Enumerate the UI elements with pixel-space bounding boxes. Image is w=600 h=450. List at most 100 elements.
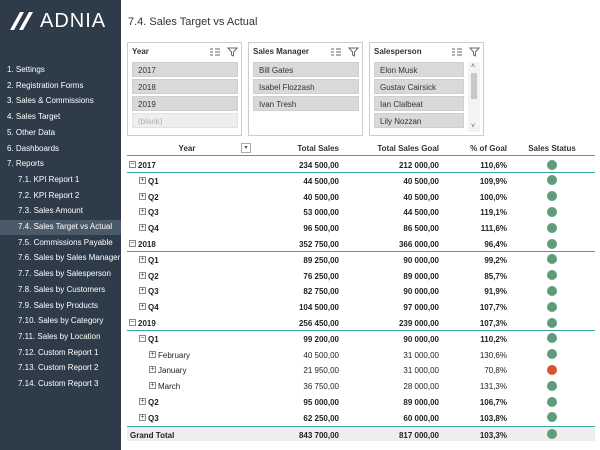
scroll-thumb [471,73,477,99]
slicer-item[interactable]: Ivan Tresh [253,96,359,111]
expander[interactable]: + [139,398,146,405]
row-label: Q2 [148,398,159,407]
scroll-up[interactable]: ˄ [471,63,476,70]
row-label: Q4 [148,224,159,234]
slicer-item[interactable]: Isabel Flozzash [253,79,359,94]
row-label: January [158,366,187,376]
slicer-item[interactable]: Ian Clalbeat [374,96,464,111]
slicer-item[interactable]: 2017 [132,62,238,77]
menu-item[interactable]: 7.6. Sales by Sales Manager [0,251,121,266]
cell: 109,9% [479,176,507,186]
menu-item[interactable]: 7.3. Sales Amount [0,204,121,219]
cell: 44 500,00 [403,208,439,218]
expander[interactable]: + [139,287,146,295]
menu-item[interactable]: 7.2. KPI Report 2 [0,189,121,204]
status-icon [547,175,557,186]
cell: 111,6% [480,224,507,234]
table-header: Year ▾ Total Sales Total Sales Goal % of Goa… [127,141,595,156]
slicer-item-label: Ivan Tresh [259,100,297,109]
row-label: 2017 [138,161,156,170]
slicer-item[interactable]: Gustav Cairsick [374,79,464,94]
expander[interactable]: + [149,382,156,390]
expander[interactable]: − [129,240,136,247]
cell: 100,0% [479,192,507,202]
menu-item[interactable]: 7.14. Custom Report 3 [0,377,121,392]
row-label: Q3 [148,413,159,423]
slicer: Sales Manager Bill Gates Isabel Flozzash Iv… [248,42,363,136]
slicer-item[interactable]: Bill Gates [253,62,359,77]
menu-item[interactable]: 7.11. Sales by Location [0,330,121,345]
slicer-item-label: Ian Clalbeat [380,100,423,109]
cell: 91,9% [484,287,507,297]
menu-label: 4. Sales Target [7,112,61,122]
menu-label: 7.9. Sales by Products [18,300,99,310]
menu-item[interactable]: 7.12. Custom Report 1 [0,346,121,361]
status-icon [547,301,557,312]
expander[interactable]: + [149,366,156,374]
slicer-icons[interactable] [209,47,239,57]
cell: 40 500,00 [303,350,339,360]
filter-button[interactable]: ▾ [241,143,251,153]
menu-item[interactable]: 2. Registration Forms [0,79,121,94]
slicer-icons[interactable] [330,47,360,57]
table-row: + Q4 96 500,00 86 500,00 111,6% [127,220,595,236]
header-cell: Sales Status [528,144,576,153]
table-row: + Q3 62 250,00 60 000,00 103,8% [127,410,595,426]
expander[interactable]: + [139,208,146,216]
expander[interactable]: − [139,334,146,342]
scroll-down[interactable]: ˅ [471,123,476,130]
menu-item[interactable]: 5. Other Data [0,126,121,141]
menu-item[interactable]: 7.9. Sales by Products [0,299,121,314]
status-icon [547,333,557,344]
menu-label: 5. Other Data [7,127,56,137]
table-row: + January 21 950,00 31 000,00 70,8% [127,362,595,378]
expander[interactable]: − [129,319,136,326]
menu-item[interactable]: 7.1. KPI Report 1 [0,173,121,188]
slicer-item[interactable]: (blank) [132,113,238,128]
status-icon [547,412,557,423]
expander[interactable]: + [139,224,146,232]
status-icon [547,238,557,249]
cell: 106,7% [479,398,507,407]
menu-item[interactable]: 7.13. Custom Report 2 [0,361,121,376]
cell: 95 000,00 [303,398,339,407]
menu-label: 7.3. Sales Amount [18,206,83,216]
menu-label: 1. Settings [7,65,45,74]
slicer-item[interactable]: Elon Musk [374,62,464,77]
header-cell: Total Sales [297,144,339,153]
menu-item[interactable]: 3. Sales & Commissions [0,94,121,109]
row-label: Q1 [148,334,159,344]
menu-item[interactable]: 7.10. Sales by Category [0,314,121,329]
menu-item[interactable]: 6. Dashboards [0,142,121,157]
table-row: + Q2 95 000,00 89 000,00 106,7% [127,394,595,410]
slicer-icons[interactable] [451,47,481,57]
menu-item[interactable]: 1. Settings [0,63,121,78]
slicer-item[interactable]: 2018 [132,79,238,94]
menu-item[interactable]: 7. Reports [0,157,121,172]
cell: 21 950,00 [303,366,339,376]
cell: 366 000,00 [398,240,439,249]
menu-item[interactable]: 7.7. Sales by Salesperson [0,267,121,282]
cell: 99,2% [484,255,507,265]
expander[interactable]: + [149,350,156,358]
expander[interactable]: + [139,176,146,184]
slicer-title: Salesperson [374,47,422,56]
menu-item[interactable]: 7.5. Commissions Payable [0,236,121,251]
menu-item[interactable]: 7.8. Sales by Customers [0,283,121,298]
status-icon [547,317,557,328]
status-icon [547,364,557,375]
expander[interactable]: − [129,161,136,168]
expander[interactable]: + [139,413,146,421]
expander[interactable]: + [139,303,146,311]
expander[interactable]: + [139,271,146,279]
menu-item[interactable]: 4. Sales Target [0,110,121,125]
total-row: Grand Total 843 700,00 817 000,00 103,3% [127,425,595,442]
scrollbar[interactable]: ˄ ˅ [468,62,480,132]
slicer-item[interactable]: 2019 [132,96,238,111]
expander[interactable]: + [139,192,146,200]
expander[interactable]: + [139,255,146,263]
cell: 53 000,00 [303,208,339,218]
menu-item[interactable]: 7.4. Sales Target vs Actual [0,220,121,235]
slicer-title: Sales Manager [253,47,310,56]
slicer-item[interactable]: Lily Nozzan [374,113,464,128]
